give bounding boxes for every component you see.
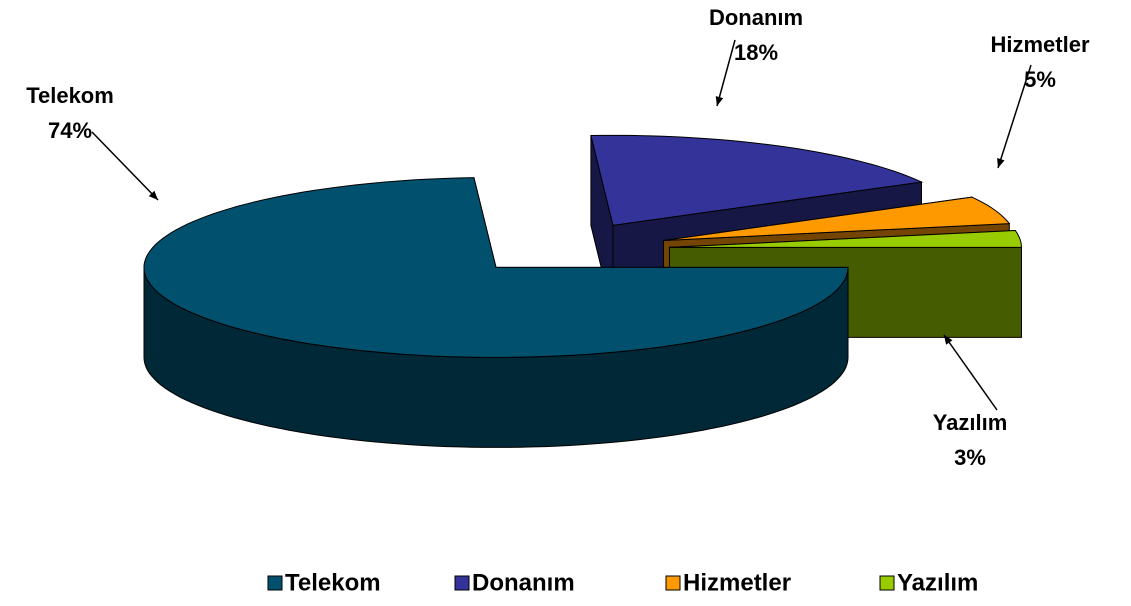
slice — [143, 177, 849, 448]
arrow — [716, 39, 736, 107]
legend-label: Telekom — [285, 569, 381, 596]
arrow — [91, 131, 159, 201]
arrow — [943, 334, 998, 411]
legend-label: Donanım — [472, 569, 575, 596]
data-label: Yazılım — [933, 410, 1008, 435]
data-label: 3% — [954, 445, 986, 470]
data-label: 18% — [734, 40, 778, 65]
slice — [143, 177, 849, 358]
slice — [590, 134, 924, 226]
legend-swatch — [665, 575, 681, 591]
arrow-head — [148, 190, 158, 200]
data-label: Hizmetler — [990, 32, 1089, 57]
legend-swatch — [879, 575, 895, 591]
legend-label: Yazılım — [897, 569, 978, 596]
slice — [669, 229, 1023, 248]
slice — [663, 196, 1011, 241]
arrow-head — [944, 335, 953, 345]
data-label: 74% — [48, 118, 92, 143]
arrow-head — [997, 158, 1005, 168]
arrow-head — [715, 96, 724, 106]
legend-label: Hizmetler — [683, 569, 791, 596]
arrow — [997, 64, 1032, 169]
data-label: Donanım — [709, 5, 803, 30]
data-label: Telekom — [26, 83, 114, 108]
legend-swatch — [267, 575, 283, 591]
legend: Telekom Donanım Hizmetler Yazılım — [267, 569, 978, 596]
legend-swatch — [454, 575, 470, 591]
